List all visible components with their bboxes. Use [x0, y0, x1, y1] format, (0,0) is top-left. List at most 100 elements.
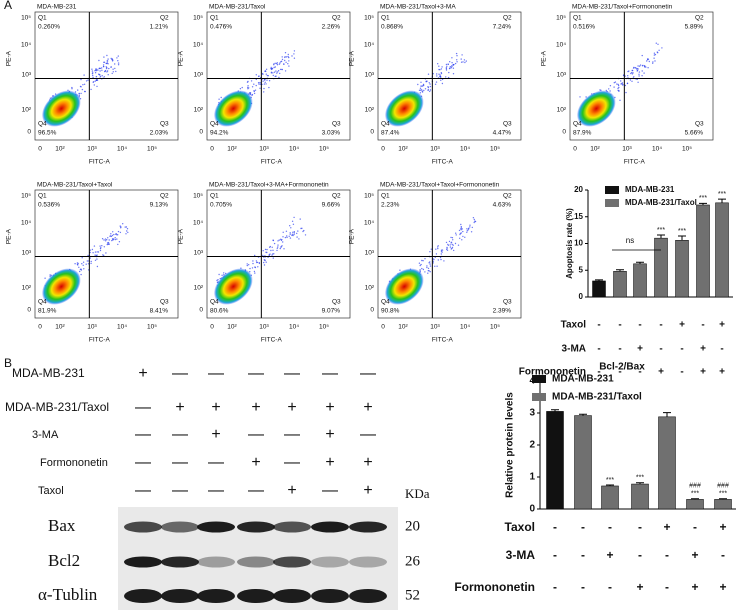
- event-dot: [302, 230, 304, 233]
- event-dot: [124, 226, 126, 228]
- event-dot: [460, 58, 462, 60]
- event-dot: [445, 241, 448, 244]
- event-dot: [83, 74, 85, 76]
- y-tick-label: 3: [529, 408, 535, 419]
- event-dot: [466, 230, 468, 232]
- treatment-sign: -: [665, 580, 669, 594]
- event-dot: [613, 82, 615, 84]
- blot-band: [349, 556, 387, 568]
- event-dot: [287, 53, 289, 56]
- event-dot: [106, 60, 108, 62]
- event-dot: [275, 62, 278, 65]
- event-dot: [452, 67, 455, 69]
- event-dot: [112, 68, 114, 70]
- event-dot: [258, 262, 261, 265]
- x-tick-label: 10⁴: [460, 146, 470, 153]
- event-dot: [105, 252, 107, 254]
- event-dot: [417, 83, 419, 86]
- event-dot: [271, 246, 273, 248]
- event-dot: [94, 80, 96, 82]
- event-dot: [424, 88, 427, 90]
- legend-swatch: [532, 375, 546, 383]
- event-dot: [106, 243, 109, 246]
- quadrant-value: 9.07%: [322, 308, 341, 315]
- treatment-label: 3-MA: [562, 344, 586, 355]
- event-dot: [617, 84, 620, 87]
- significance-label: ***: [699, 195, 707, 202]
- plot-title: MDA-MB-231/Taxol: [209, 4, 266, 11]
- event-dot: [429, 251, 431, 253]
- x-tick-label: 10²: [55, 146, 65, 153]
- density-blob: [384, 268, 424, 305]
- event-dot: [284, 59, 286, 62]
- blot-band: [197, 556, 235, 568]
- y-tick-label: 10⁵: [21, 15, 31, 22]
- blot-band: [237, 521, 275, 533]
- quadrant-value: 7.24%: [493, 24, 512, 31]
- event-dot: [454, 62, 457, 65]
- event-dot: [279, 72, 281, 75]
- event-dot: [461, 54, 463, 56]
- event-dot: [127, 231, 129, 234]
- event-dot: [293, 57, 296, 59]
- treatment-sign: -: [720, 344, 723, 355]
- event-dot: [619, 99, 621, 102]
- event-dot: [103, 246, 106, 248]
- event-dot: [103, 76, 106, 78]
- event-dot: [657, 52, 659, 54]
- x-tick-label: 10²: [55, 324, 65, 331]
- event-dot: [435, 81, 438, 83]
- event-dot: [468, 227, 470, 229]
- event-dot: [218, 98, 220, 100]
- plot-title: MDA-MB-231: [37, 4, 77, 11]
- treatment-sign: -: [553, 548, 557, 562]
- event-dot: [292, 231, 294, 233]
- event-dot: [249, 267, 251, 270]
- y-tick-label: 2: [529, 440, 535, 451]
- event-dot: [457, 244, 460, 246]
- event-dot: [254, 272, 256, 274]
- event-dot: [80, 92, 82, 95]
- event-dot: [627, 75, 629, 77]
- event-dot: [108, 239, 110, 241]
- y-tick-label: 5: [579, 265, 584, 274]
- quadrant-value: 2.23%: [381, 202, 400, 209]
- event-dot: [625, 91, 627, 94]
- event-dot: [661, 47, 663, 49]
- y-tick-label: 0: [27, 129, 31, 136]
- event-dot: [92, 74, 94, 77]
- y-tick-label: 10²: [365, 285, 375, 292]
- event-dot: [288, 65, 290, 67]
- event-dot: [107, 63, 109, 65]
- legend-label: MDA-MB-231/Taxol: [552, 392, 642, 403]
- event-dot: [620, 80, 622, 82]
- event-dot: [104, 240, 107, 242]
- treatment-sign: -: [618, 344, 621, 355]
- bar: [675, 240, 689, 298]
- event-dot: [117, 60, 119, 62]
- event-dot: [450, 236, 452, 239]
- legend-label: MDA-MB-231: [625, 185, 675, 194]
- x-axis-label: FITC-A: [89, 159, 111, 166]
- event-dot: [108, 243, 110, 245]
- event-dot: [626, 82, 629, 85]
- y-tick-label: 10⁵: [364, 15, 374, 22]
- event-dot: [278, 63, 281, 65]
- event-dot: [430, 248, 432, 250]
- treatment-sign: —: [284, 454, 300, 471]
- treatment-sign: —: [172, 482, 188, 499]
- event-dot: [106, 71, 108, 73]
- event-dot: [262, 80, 264, 82]
- treatment-sign: -: [659, 344, 662, 355]
- event-dot: [449, 66, 451, 68]
- event-dot: [262, 250, 264, 252]
- event-dot: [422, 260, 424, 262]
- event-dot: [456, 61, 458, 63]
- event-dot: [420, 81, 422, 84]
- event-dot: [101, 245, 103, 247]
- quadrant-label: Q4: [573, 121, 582, 128]
- event-dot: [274, 62, 276, 64]
- event-dot: [79, 268, 82, 271]
- event-dot: [96, 251, 98, 253]
